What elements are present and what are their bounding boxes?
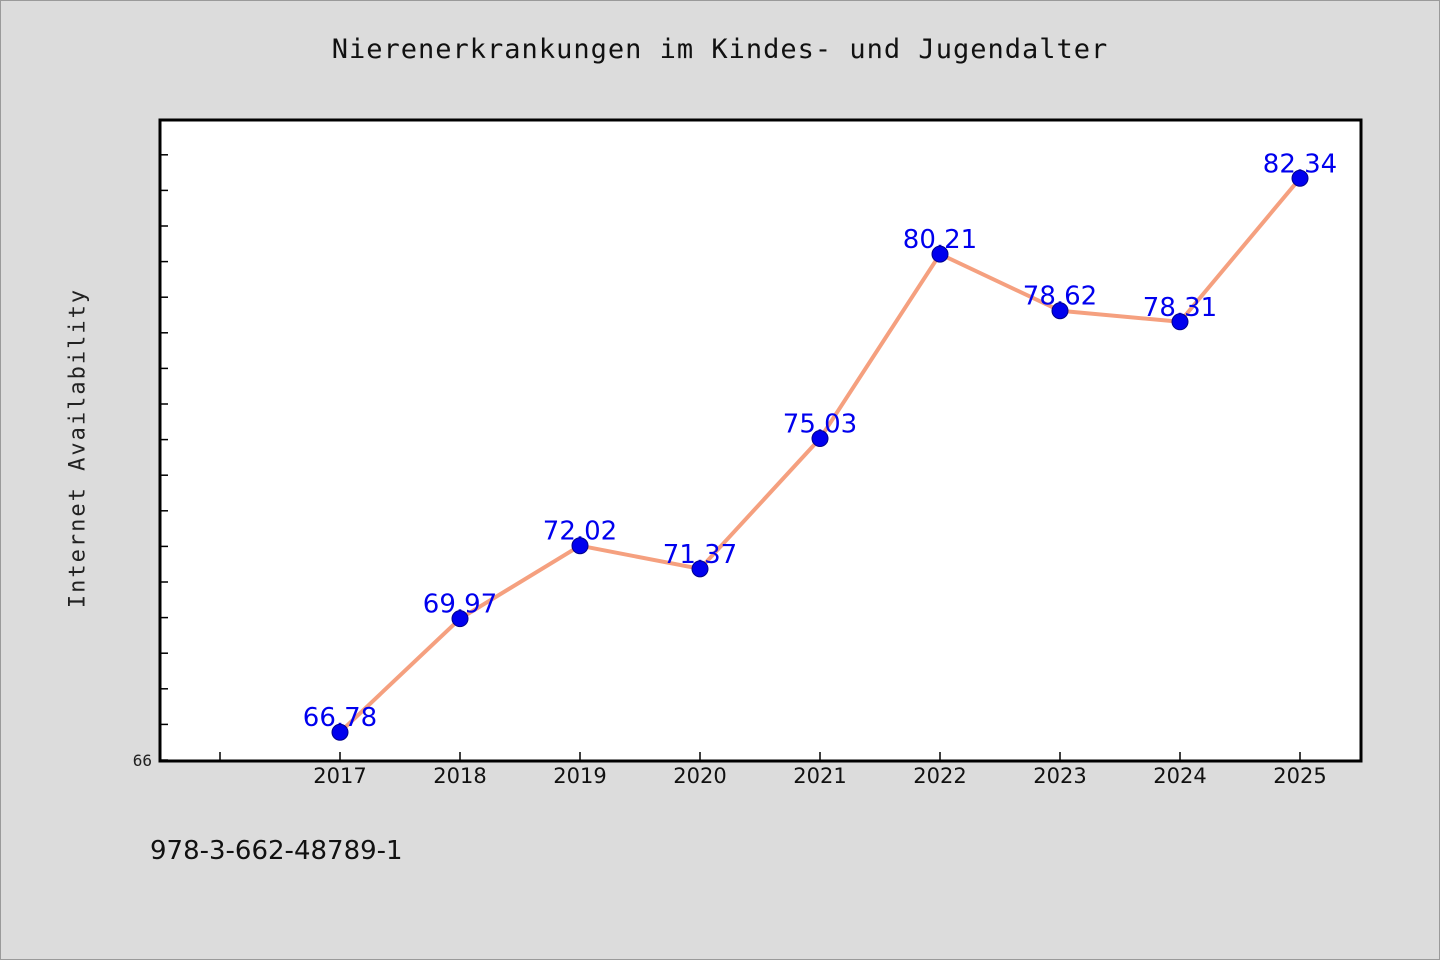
y-axis-tick-labels: 66 — [133, 751, 152, 770]
x-tick-label: 2024 — [1153, 764, 1206, 788]
data-point — [331, 723, 349, 741]
data-point — [811, 430, 829, 448]
data-point — [691, 560, 709, 578]
x-tick-label: 2018 — [433, 764, 486, 788]
isbn-text: 978-3-662-48789-1 — [150, 836, 403, 866]
data-point — [451, 610, 469, 628]
x-axis-tick-labels: 2017 2018 2019 2020 2021 2022 2023 2024 2025 — [313, 764, 1326, 788]
data-point — [1171, 313, 1189, 331]
x-tick-label: 2025 — [1273, 764, 1326, 788]
data-point — [1291, 169, 1309, 187]
data-markers — [331, 169, 1309, 741]
x-tick-label: 2017 — [313, 764, 366, 788]
y-axis-ticks — [160, 154, 168, 761]
data-point — [571, 537, 589, 555]
chart-title: Nierenerkrankungen im Kindes- und Jugend… — [331, 34, 1109, 65]
x-tick-label: 2022 — [913, 764, 966, 788]
x-tick-label: 2020 — [673, 764, 726, 788]
plot-area — [158, 118, 1363, 763]
x-tick-label: 2023 — [1033, 764, 1086, 788]
data-point — [1051, 302, 1069, 320]
x-tick-label: 2019 — [553, 764, 606, 788]
x-axis-ticks — [219, 752, 1301, 760]
data-point — [931, 245, 949, 263]
y-tick-label: 66 — [133, 751, 152, 770]
x-tick-label: 2021 — [793, 764, 846, 788]
